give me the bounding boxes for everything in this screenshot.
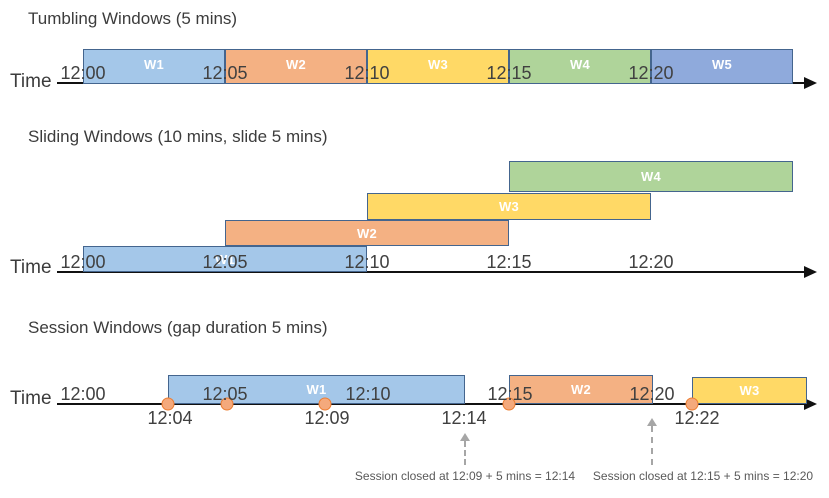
- window-label-w2: W2: [356, 225, 378, 241]
- event-dot-5: [685, 397, 699, 411]
- sliding-window-w1: W1: [83, 246, 367, 272]
- session-tick-1215: 12:15: [487, 384, 533, 404]
- session-tick-1200: 12:00: [60, 384, 106, 404]
- event-dot-2: [220, 397, 234, 411]
- dashed-line: [651, 426, 653, 465]
- window-label-w3: W3: [427, 57, 449, 72]
- window-label-w2: W2: [285, 57, 307, 72]
- tumbling-window-w2: W2: [225, 49, 367, 84]
- session-window-w2: W2: [509, 375, 653, 404]
- tumbling-tick-1200: 12:00: [60, 63, 106, 83]
- tumbling-timeline-arrowhead-icon: [804, 77, 817, 89]
- tumbling-window-w3: W3: [367, 49, 509, 84]
- sliding-time-axis-label: Time: [10, 257, 52, 278]
- tumbling-window-w1: W1: [83, 49, 225, 84]
- sliding-timeline: [57, 271, 807, 273]
- tumbling-tick-1205: 12:05: [202, 63, 248, 83]
- window-label-w3: W3: [739, 383, 760, 398]
- session-window-w1: W1: [168, 375, 465, 404]
- window-label-w4: W4: [569, 57, 591, 72]
- window-label-w1: W1: [214, 251, 236, 267]
- event-dot-1: [161, 397, 175, 411]
- arrow-up-icon: [460, 433, 470, 441]
- sliding-window-w3: W3: [367, 193, 651, 220]
- session-timeline-arrowhead-icon: [804, 398, 817, 410]
- tumbling-time-axis-label: Time: [10, 71, 52, 92]
- session-timeline: [57, 403, 807, 405]
- session-close-note-1: Session closed at 12:09 + 5 mins = 12:14: [354, 469, 576, 483]
- tumbling-title: Tumbling Windows (5 mins): [28, 9, 238, 28]
- event-dot-3: [318, 397, 332, 411]
- tumbling-tick-1215: 12:15: [486, 63, 532, 83]
- event-time-1222: 12:22: [674, 408, 720, 428]
- tumbling-window-w4: W4: [509, 49, 651, 84]
- session-time-axis-label: Time: [10, 388, 52, 409]
- tumbling-window-w5: W5: [651, 49, 793, 84]
- window-label-w1: W1: [306, 382, 327, 397]
- session-title: Session Windows (gap duration 5 mins): [28, 318, 328, 337]
- session-tick-1205: 12:05: [202, 384, 248, 404]
- event-time-1214: 12:14: [441, 408, 487, 428]
- session-close-arrow-2: [646, 418, 658, 465]
- sliding-tick-1210: 12:10: [344, 252, 390, 272]
- event-time-1204: 12:04: [147, 408, 193, 428]
- session-close-arrow-1: [459, 433, 471, 465]
- window-label-w2: W2: [570, 382, 592, 397]
- sliding-tick-1205: 12:05: [202, 252, 248, 272]
- dashed-line: [464, 441, 466, 465]
- tumbling-tick-1220: 12:20: [628, 63, 674, 83]
- window-label-w1: W1: [143, 57, 165, 72]
- sliding-tick-1200: 12:00: [60, 252, 106, 272]
- sliding-tick-1220: 12:20: [628, 252, 674, 272]
- sliding-window-w4: W4: [509, 161, 793, 192]
- tumbling-tick-1210: 12:10: [344, 63, 390, 83]
- sliding-title: Sliding Windows (10 mins, slide 5 mins): [28, 127, 328, 146]
- event-time-1209: 12:09: [304, 408, 350, 428]
- session-close-note-2: Session closed at 12:15 + 5 mins = 12:20: [592, 469, 814, 483]
- session-window-w3: W3: [692, 377, 807, 404]
- event-dot-4: [502, 397, 516, 411]
- sliding-timeline-arrowhead-icon: [804, 266, 817, 278]
- arrow-up-icon: [647, 418, 657, 426]
- session-tick-1210: 12:10: [345, 384, 391, 404]
- window-label-w5: W5: [711, 57, 733, 72]
- sliding-window-w2: W2: [225, 220, 509, 246]
- window-label-w3: W3: [498, 199, 520, 214]
- sliding-tick-1215: 12:15: [486, 252, 532, 272]
- window-label-w4: W4: [640, 169, 662, 184]
- session-tick-1220: 12:20: [629, 384, 675, 404]
